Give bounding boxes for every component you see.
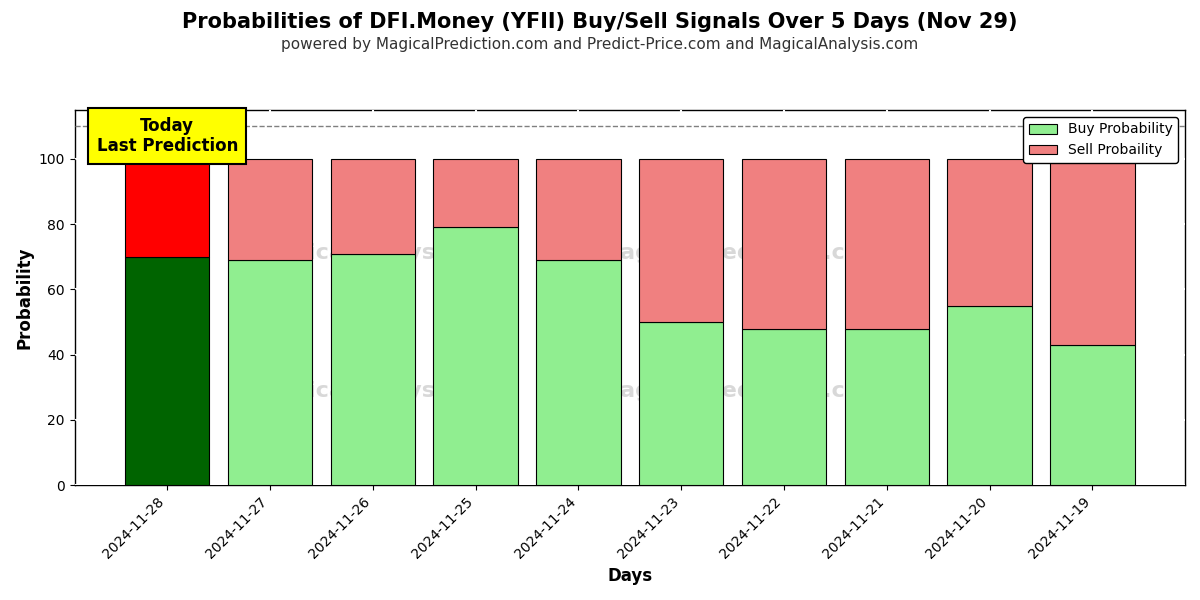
Bar: [1050, 345, 1134, 485]
Bar: [742, 159, 826, 329]
Bar: [845, 329, 929, 485]
Bar: [331, 159, 415, 254]
Bar: [640, 159, 724, 322]
Bar: [640, 322, 724, 485]
Bar: [845, 159, 929, 329]
Text: powered by MagicalPrediction.com and Predict-Price.com and MagicalAnalysis.com: powered by MagicalPrediction.com and Pre…: [281, 37, 919, 52]
X-axis label: Days: Days: [607, 567, 653, 585]
Bar: [228, 260, 312, 485]
Bar: [433, 159, 517, 227]
Bar: [228, 159, 312, 260]
Bar: [433, 227, 517, 485]
Text: MagicalAnalysis.com: MagicalAnalysis.com: [254, 242, 516, 263]
Bar: [125, 257, 210, 485]
Bar: [536, 159, 620, 260]
Text: MagicalPrediction.com: MagicalPrediction.com: [598, 242, 883, 263]
Bar: [125, 159, 210, 257]
Bar: [948, 159, 1032, 305]
Bar: [742, 329, 826, 485]
Text: MagicalAnalysis.com: MagicalAnalysis.com: [254, 382, 516, 401]
Legend: Buy Probability, Sell Probaility: Buy Probability, Sell Probaility: [1024, 117, 1178, 163]
Bar: [331, 254, 415, 485]
Bar: [948, 305, 1032, 485]
Text: MagicalPrediction.com: MagicalPrediction.com: [598, 382, 883, 401]
Text: Today
Last Prediction: Today Last Prediction: [96, 116, 238, 155]
Bar: [1050, 159, 1134, 345]
Y-axis label: Probability: Probability: [16, 246, 34, 349]
Bar: [536, 260, 620, 485]
Text: Probabilities of DFI.Money (YFII) Buy/Sell Signals Over 5 Days (Nov 29): Probabilities of DFI.Money (YFII) Buy/Se…: [182, 12, 1018, 32]
